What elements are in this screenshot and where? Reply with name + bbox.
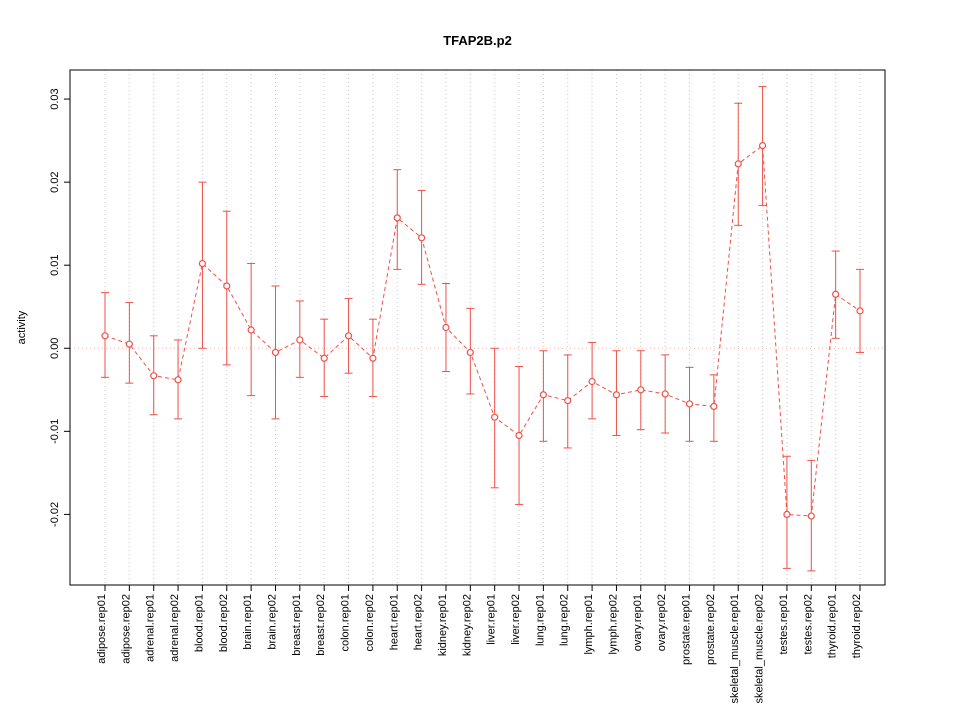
data-point: [101, 332, 109, 340]
data-point: [247, 326, 255, 334]
x-tick-label: ovary.rep01: [632, 594, 644, 651]
data-point: [150, 372, 158, 380]
x-tick-label: lung.rep01: [534, 594, 546, 646]
y-axis: -0.02 -0.01 0.00 0.01 0.02 0.03: [49, 88, 70, 527]
x-tick-label: liver.rep02: [510, 594, 522, 645]
x-tick-label: kidney.rep02: [461, 594, 473, 656]
data-point: [807, 512, 815, 520]
data-point: [758, 141, 767, 150]
x-tick-label: lung.rep02: [559, 594, 571, 646]
data-point: [637, 386, 645, 394]
data-point: [783, 510, 791, 518]
x-tick-label: thyroid.rep01: [827, 594, 839, 658]
data-point: [564, 396, 572, 405]
x-tick-label: colon.rep02: [364, 594, 376, 652]
data-point: [588, 377, 596, 386]
y-tick-label: -0.01: [49, 419, 61, 444]
data-point: [466, 348, 474, 357]
x-tick-label: adrenal.rep01: [145, 594, 157, 662]
data-point: [612, 391, 621, 399]
chart-title: TFAP2B.p2: [443, 33, 512, 48]
x-tick-label: colon.rep01: [340, 594, 352, 652]
x-tick-label: testes.rep01: [778, 594, 790, 655]
data-point: [710, 402, 718, 411]
data-point: [515, 431, 523, 440]
x-tick-label: thyroid.rep02: [851, 594, 863, 658]
data-point: [734, 160, 742, 168]
x-tick-label: prostate.rep01: [681, 594, 693, 665]
x-tick-label: adipose.rep02: [120, 594, 132, 664]
data-point: [344, 332, 353, 340]
x-tick-label: adipose.rep01: [96, 594, 108, 664]
plot-border: [69, 69, 886, 586]
x-tick-label: brain.rep02: [266, 594, 278, 650]
x-tick-label: brain.rep01: [242, 594, 254, 650]
x-tick-label: blood.rep01: [193, 594, 205, 652]
x-gridlines: [104, 70, 861, 585]
x-tick-label: breast.rep01: [291, 594, 303, 656]
data-points: [101, 141, 864, 520]
data-point: [125, 340, 133, 348]
x-tick-label: testes.rep02: [802, 594, 814, 655]
x-tick-label: lymph.rep02: [607, 594, 619, 655]
data-point: [198, 259, 207, 268]
x-tick-label: skeletal_muscle.rep01: [729, 594, 741, 703]
data-point: [856, 307, 864, 315]
x-tick-label: breast.rep02: [315, 594, 327, 656]
data-point: [369, 354, 377, 362]
data-point: [320, 354, 328, 362]
data-point: [174, 376, 182, 384]
x-tick-label: skeletal_muscle.rep02: [754, 594, 766, 703]
data-point: [539, 391, 547, 399]
data-point: [491, 413, 499, 421]
y-axis-label: activity: [16, 310, 28, 344]
y-tick-label: 0.00: [49, 338, 61, 359]
x-tick-label: heart.rep02: [413, 594, 425, 650]
data-point: [296, 336, 304, 344]
y-tick-label: 0.03: [49, 88, 61, 109]
data-point: [418, 234, 426, 242]
x-tick-label: ovary.rep02: [656, 594, 668, 651]
x-tick-label: lymph.rep01: [583, 594, 595, 655]
x-tick-label: blood.rep02: [218, 594, 230, 652]
y-tick-label: -0.02: [49, 502, 61, 527]
data-point: [685, 400, 694, 408]
data-point: [661, 390, 669, 398]
x-tick-label: kidney.rep01: [437, 594, 449, 656]
x-tick-label: adrenal.rep02: [169, 594, 181, 662]
data-point: [223, 282, 231, 290]
data-point: [393, 214, 401, 222]
series-line: [104, 144, 861, 517]
x-tick-label: heart.rep01: [388, 594, 400, 650]
x-tick-label: liver.rep01: [486, 594, 498, 645]
data-point: [832, 290, 840, 298]
y-tick-label: 0.01: [49, 254, 61, 275]
x-axis: adipose.rep01 adipose.rep02 adrenal.rep01 a…: [96, 585, 863, 703]
x-tick-label: prostate.rep02: [705, 594, 717, 665]
y-tick-label: 0.02: [49, 171, 61, 192]
error-bars: [101, 86, 864, 572]
data-point: [442, 323, 450, 332]
data-point: [271, 348, 280, 357]
